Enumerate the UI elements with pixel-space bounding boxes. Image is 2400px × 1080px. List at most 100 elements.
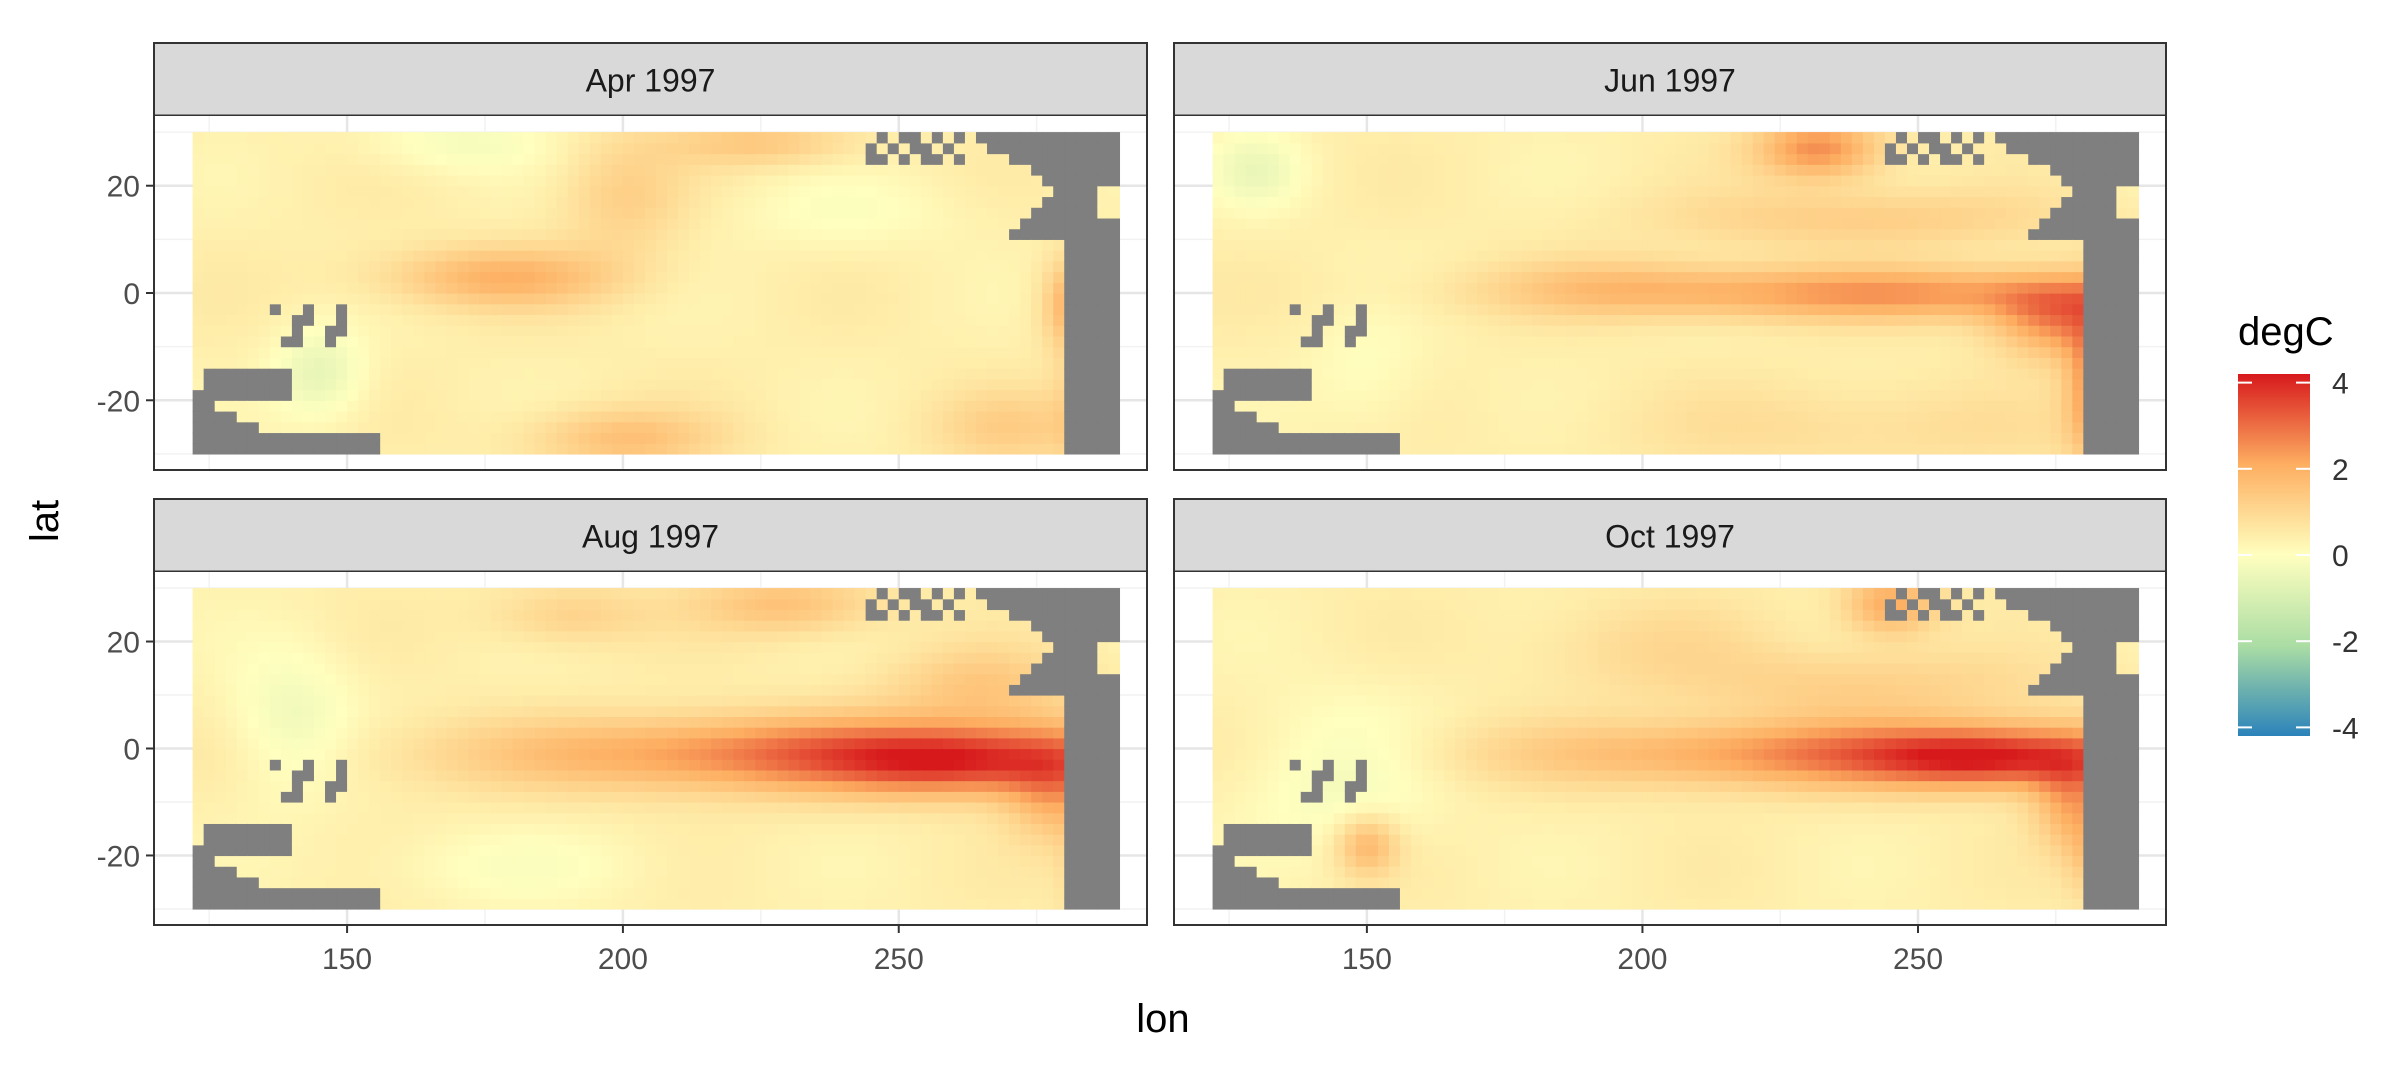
heatmap-cell (1322, 239, 1335, 251)
heatmap-cell (909, 325, 922, 337)
heatmap-cell (1895, 142, 1908, 155)
heatmap-cell (689, 260, 701, 273)
heatmap-cell (313, 389, 326, 401)
heatmap-cell (1108, 400, 1121, 412)
heatmap-cell (1020, 142, 1032, 155)
heatmap-cell (1785, 260, 1798, 273)
heatmap-cell (391, 260, 403, 273)
heatmap-cell (1973, 314, 1985, 326)
heatmap-cell (1962, 314, 1974, 326)
heatmap-cell (523, 303, 536, 316)
heatmap-cell (192, 153, 205, 165)
heatmap-cell (2094, 368, 2106, 380)
heatmap-cell (1554, 400, 1566, 412)
heatmap-cell (2094, 196, 2106, 208)
heatmap-cell (1984, 207, 1996, 219)
heatmap-cell (247, 357, 260, 369)
heatmap-cell (987, 303, 999, 316)
heatmap-cell (1355, 411, 1368, 423)
heatmap-cell (1075, 142, 1087, 155)
heatmap-cell (898, 335, 911, 348)
heatmap-cell (457, 153, 470, 165)
heatmap-cell (512, 346, 525, 358)
heatmap-cell (633, 411, 646, 423)
heatmap-cell (1212, 432, 1225, 444)
heatmap-cell (1752, 443, 1765, 455)
heatmap-cell (1587, 378, 1599, 391)
heatmap-cell (832, 389, 845, 401)
heatmap-cell (1278, 164, 1291, 176)
heatmap-cell (1477, 260, 1489, 273)
heatmap-cell (1064, 142, 1076, 155)
heatmap-cell (832, 217, 845, 230)
heatmap-cell (1455, 378, 1467, 391)
heatmap-cell (920, 411, 933, 423)
heatmap-cell (1906, 378, 1919, 391)
heatmap-cell (1609, 421, 1621, 434)
heatmap-cell (1752, 325, 1765, 337)
heatmap-cell (1488, 271, 1500, 283)
heatmap-cell (832, 314, 845, 326)
heatmap-cell (1355, 175, 1368, 187)
heatmap-cell (1521, 175, 1533, 187)
heatmap-cell (766, 271, 778, 283)
heatmap-cell (1499, 411, 1511, 423)
heatmap-cell (468, 175, 481, 187)
heatmap-cell (269, 303, 282, 316)
heatmap-cell (435, 185, 447, 198)
heatmap-cell (810, 389, 823, 401)
heatmap-cell (1785, 443, 1798, 455)
heatmap-cell (1355, 389, 1368, 401)
heatmap-cell (2083, 185, 2095, 198)
heatmap-cell (1234, 325, 1247, 337)
heatmap-cell (700, 271, 712, 283)
heatmap-cell (1598, 314, 1610, 326)
heatmap-cell (203, 411, 216, 423)
heatmap-cell (611, 207, 624, 219)
heatmap-cell (2028, 217, 2040, 230)
heatmap-cell (898, 142, 911, 155)
heatmap-cell (865, 293, 878, 305)
heatmap-cell (446, 378, 459, 391)
heatmap-cell (1477, 282, 1489, 294)
heatmap-cell (1278, 443, 1291, 455)
heatmap-cell (2039, 314, 2051, 326)
heatmap-cell (1631, 314, 1644, 326)
heatmap-cell (953, 164, 966, 176)
heatmap-cell (975, 346, 988, 358)
heatmap-cell (1311, 368, 1324, 380)
heatmap-cell (1488, 368, 1500, 380)
heatmap-cell (280, 378, 293, 391)
heatmap-cell (1565, 217, 1577, 230)
heatmap-cell (302, 228, 315, 240)
heatmap-cell (998, 153, 1010, 165)
heatmap-cell (391, 250, 403, 262)
heatmap-cell (1510, 196, 1522, 208)
heatmap-cell (1433, 282, 1445, 294)
heatmap-cell (920, 314, 933, 326)
heatmap-cell (380, 282, 392, 294)
heatmap-cell (865, 217, 878, 230)
heatmap-cell (446, 271, 459, 283)
heatmap-cell (269, 335, 282, 348)
heatmap-cell (755, 378, 767, 391)
heatmap-cell (1289, 239, 1302, 251)
heatmap-cell (446, 217, 459, 230)
heatmap-cell (1840, 368, 1853, 380)
heatmap-cell (435, 314, 447, 326)
heatmap-cell (1741, 389, 1754, 401)
heatmap-cell (1267, 368, 1280, 380)
heatmap-cell (898, 260, 911, 273)
heatmap-cell (1064, 389, 1076, 401)
heatmap-cell (821, 378, 834, 391)
heatmap-cell (1510, 443, 1522, 455)
heatmap-cell (325, 175, 337, 187)
heatmap-cell (1906, 207, 1919, 219)
heatmap-cell (854, 346, 867, 358)
heatmap-cell (744, 271, 756, 283)
heatmap-cell (722, 432, 734, 444)
heatmap-cell (1042, 164, 1054, 176)
heatmap-cell (258, 325, 271, 337)
heatmap-cell (788, 175, 801, 187)
heatmap-cell (909, 314, 922, 326)
